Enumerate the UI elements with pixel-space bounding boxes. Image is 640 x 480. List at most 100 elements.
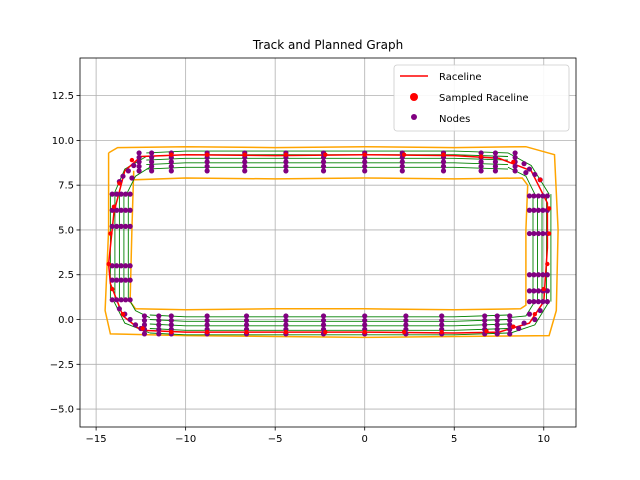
y-tick-label: 2.5 xyxy=(58,270,74,281)
node xyxy=(440,159,447,165)
sampled-raceline-point xyxy=(110,286,115,292)
sampled-raceline-point xyxy=(323,152,328,157)
node xyxy=(283,322,289,328)
node xyxy=(204,168,210,174)
node xyxy=(123,263,129,269)
node xyxy=(507,313,513,319)
node xyxy=(535,299,541,305)
node xyxy=(114,223,120,229)
node xyxy=(156,313,162,319)
sampled-raceline-point xyxy=(511,159,516,165)
sampled-raceline-point xyxy=(532,311,538,317)
sampled-raceline-point xyxy=(283,152,289,157)
node xyxy=(156,326,162,332)
node xyxy=(109,277,115,283)
sampled-raceline-point xyxy=(362,152,367,157)
graph-edge xyxy=(149,319,509,322)
node xyxy=(136,163,142,169)
node xyxy=(320,163,327,169)
node xyxy=(114,297,120,303)
node xyxy=(482,322,488,328)
node xyxy=(523,170,529,176)
node xyxy=(283,313,289,319)
legend-nodes-label: Nodes xyxy=(439,114,470,125)
node xyxy=(131,162,137,169)
node xyxy=(127,316,133,323)
node xyxy=(136,154,142,161)
node xyxy=(492,159,499,165)
node xyxy=(123,277,129,283)
node xyxy=(362,168,368,174)
sampled-raceline-point xyxy=(362,329,367,335)
sampled-raceline-point xyxy=(117,181,122,186)
node xyxy=(123,191,129,197)
graph-edge xyxy=(146,166,509,170)
sampled-raceline-point xyxy=(204,329,210,335)
node xyxy=(535,193,541,199)
node xyxy=(516,325,522,332)
node xyxy=(507,322,513,328)
node xyxy=(362,317,368,324)
y-tick-label: 0.0 xyxy=(58,315,74,326)
y-tick-label: −5.0 xyxy=(50,405,74,416)
sampled-raceline-point xyxy=(511,324,516,329)
node xyxy=(109,263,115,269)
sampled-raceline-point xyxy=(484,328,489,334)
node xyxy=(531,207,537,213)
node xyxy=(114,207,120,213)
node xyxy=(492,154,499,161)
node xyxy=(526,299,533,305)
node xyxy=(362,322,368,328)
node xyxy=(494,326,500,332)
node xyxy=(482,313,488,319)
node xyxy=(141,322,148,328)
node xyxy=(535,230,541,237)
node xyxy=(168,163,174,169)
node xyxy=(118,207,124,213)
node xyxy=(109,223,115,229)
node xyxy=(127,223,133,229)
node xyxy=(118,263,124,269)
node xyxy=(526,288,533,294)
node xyxy=(127,191,133,197)
legend: Raceline Sampled Raceline Nodes xyxy=(393,64,570,132)
node xyxy=(403,313,409,319)
node xyxy=(535,288,541,294)
node xyxy=(540,272,546,278)
x-tick-label: −10 xyxy=(175,434,196,445)
node xyxy=(114,277,120,283)
y-tick-label: 10.0 xyxy=(52,136,74,147)
node xyxy=(136,150,142,156)
node xyxy=(531,193,537,199)
node xyxy=(532,316,538,323)
node xyxy=(283,163,289,169)
node xyxy=(123,297,129,303)
node xyxy=(507,331,513,337)
node xyxy=(521,161,527,167)
sampled-raceline-point xyxy=(541,286,546,292)
node xyxy=(149,154,155,161)
node xyxy=(540,193,546,199)
node xyxy=(283,317,289,324)
sampled-raceline-point xyxy=(545,261,550,267)
node xyxy=(204,163,210,169)
node xyxy=(531,299,537,305)
node xyxy=(362,163,368,169)
x-tick-label: 0 xyxy=(362,434,368,445)
node xyxy=(439,313,445,319)
node xyxy=(399,163,405,169)
node xyxy=(526,166,533,172)
node xyxy=(168,159,174,165)
node xyxy=(494,317,500,324)
sampled-raceline-point xyxy=(111,204,117,209)
graph-edge xyxy=(149,328,509,331)
node xyxy=(526,311,533,317)
node xyxy=(531,272,537,278)
sampled-raceline-point xyxy=(439,329,444,335)
node xyxy=(403,317,409,324)
node xyxy=(204,313,210,319)
node xyxy=(537,307,543,314)
node xyxy=(440,168,447,174)
sampled-raceline-point xyxy=(323,329,328,335)
node xyxy=(118,297,124,303)
